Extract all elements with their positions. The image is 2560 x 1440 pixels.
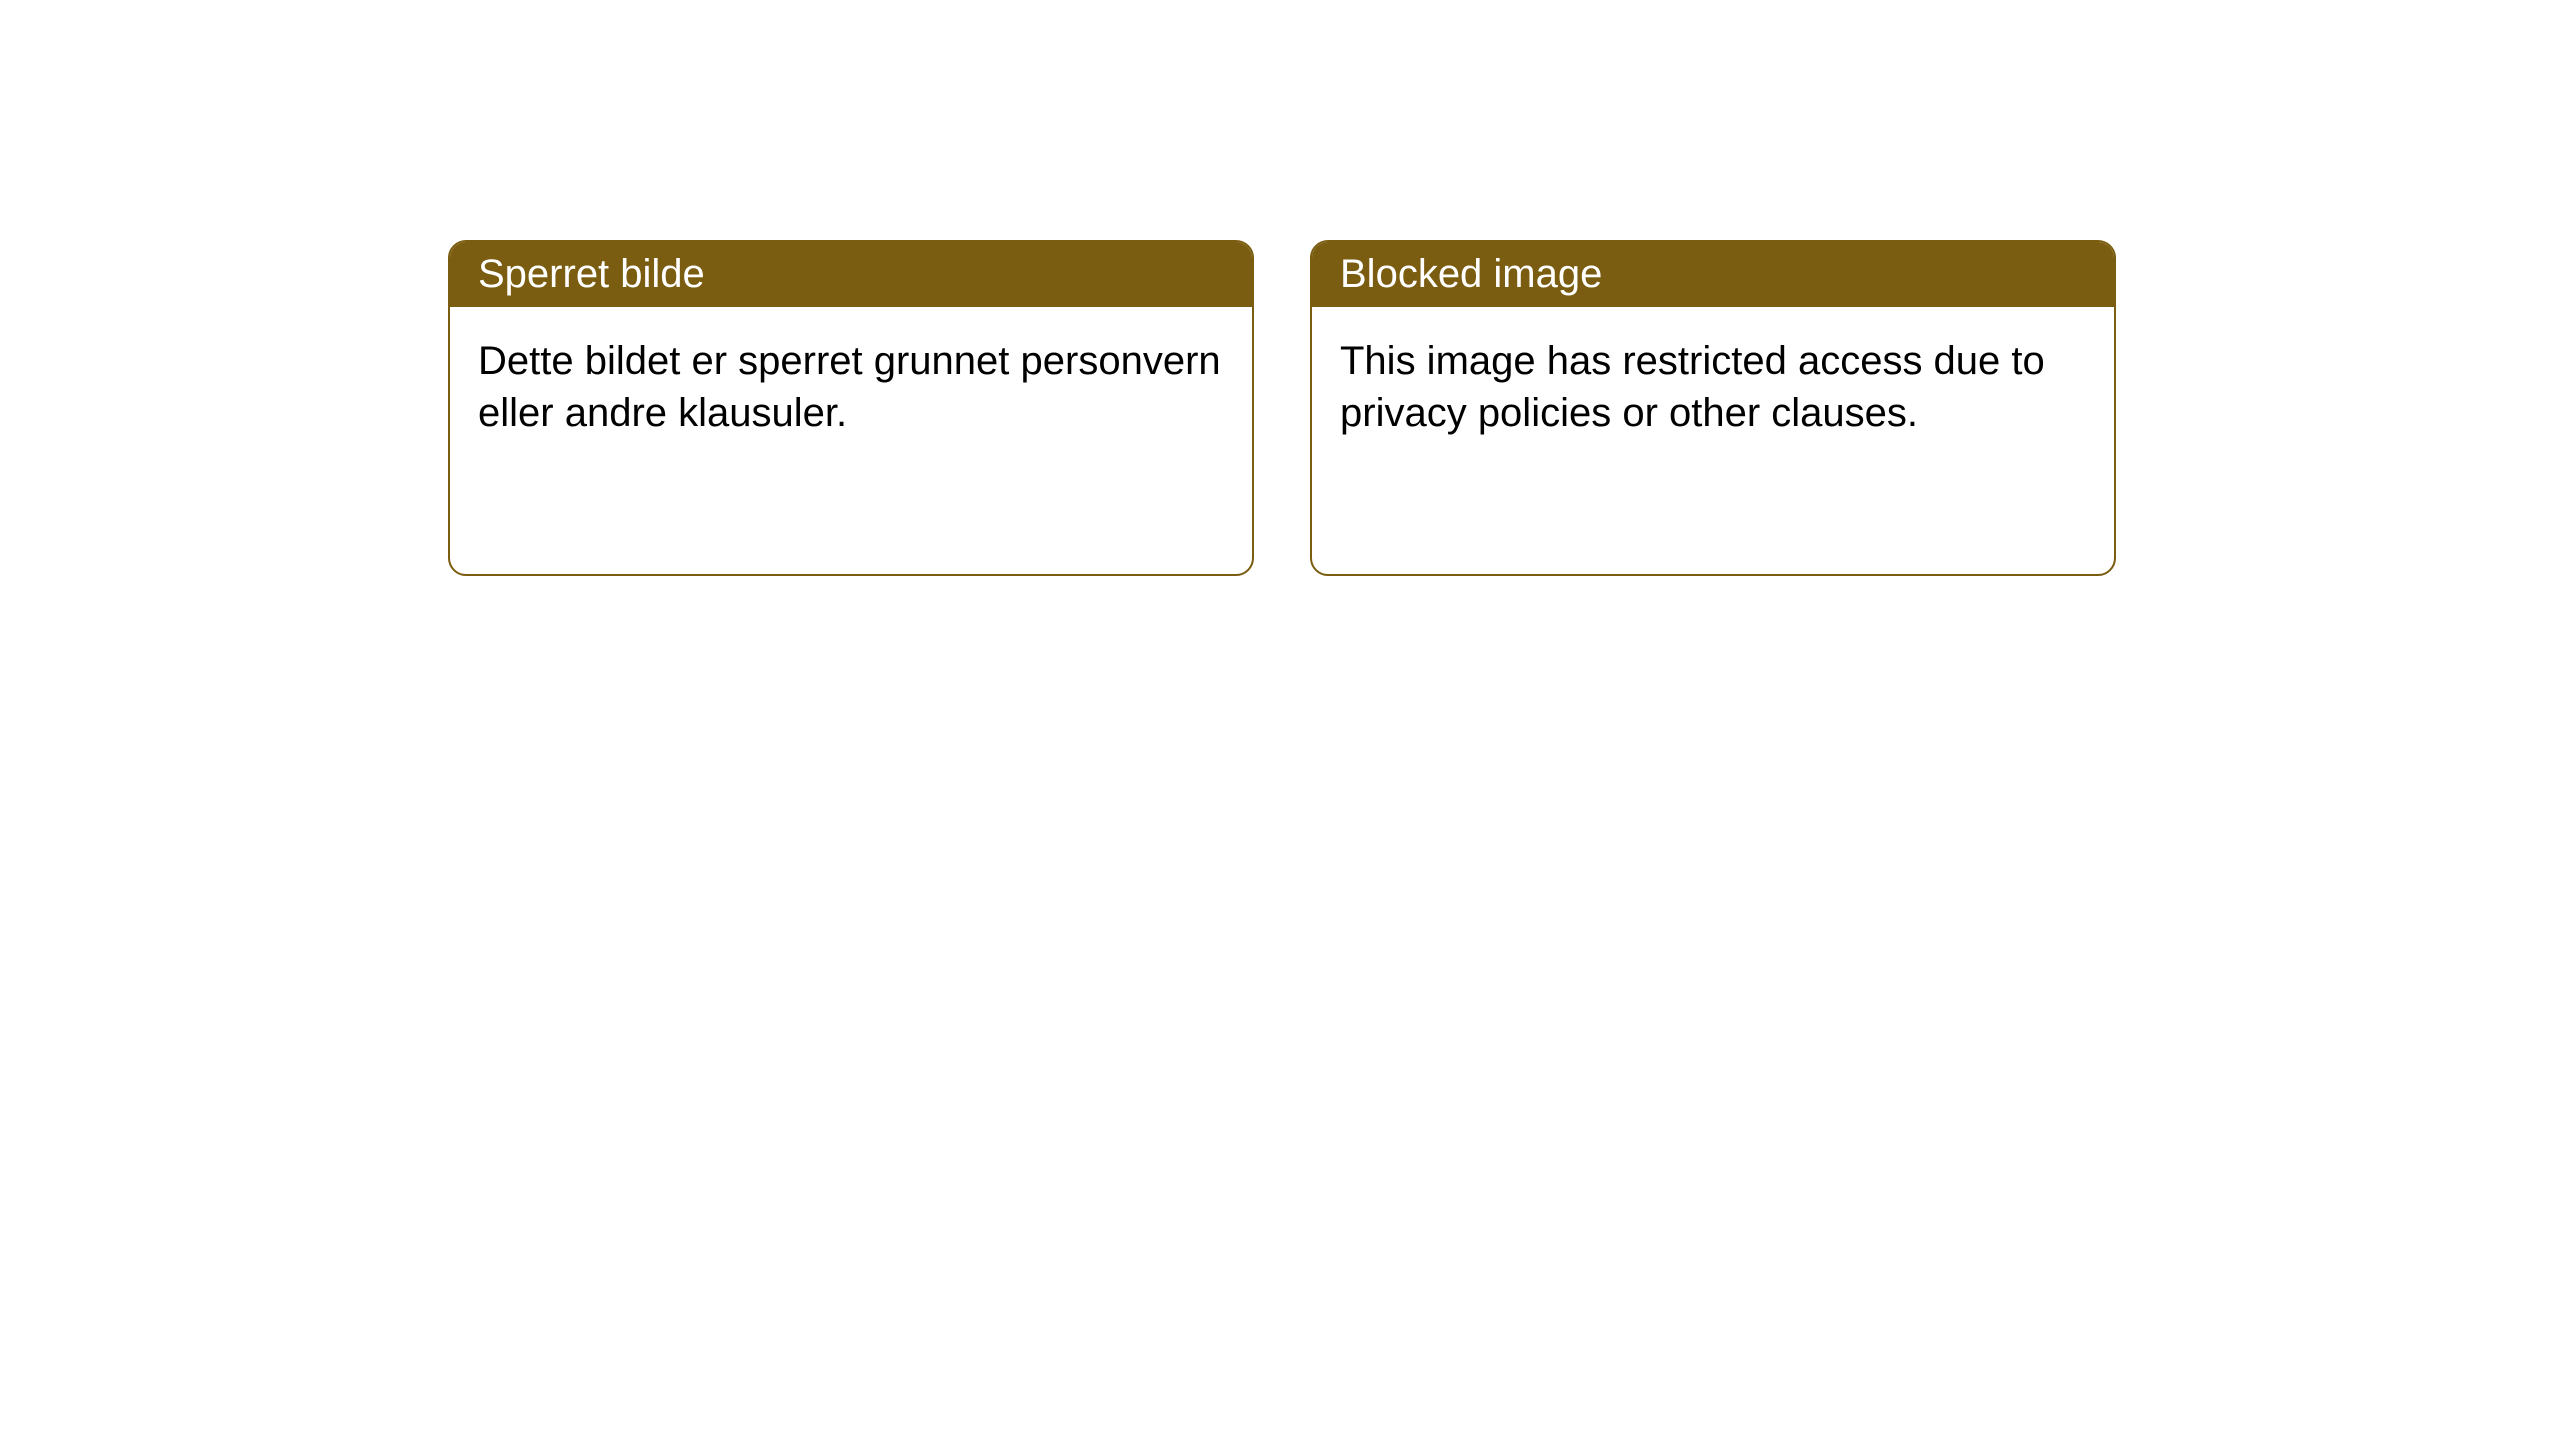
notice-title: Sperret bilde bbox=[450, 242, 1252, 307]
notice-card-norwegian: Sperret bilde Dette bildet er sperret gr… bbox=[448, 240, 1254, 576]
notice-body: This image has restricted access due to … bbox=[1312, 307, 2114, 467]
notice-title: Blocked image bbox=[1312, 242, 2114, 307]
notice-container: Sperret bilde Dette bildet er sperret gr… bbox=[0, 0, 2560, 576]
notice-body: Dette bildet er sperret grunnet personve… bbox=[450, 307, 1252, 467]
notice-card-english: Blocked image This image has restricted … bbox=[1310, 240, 2116, 576]
